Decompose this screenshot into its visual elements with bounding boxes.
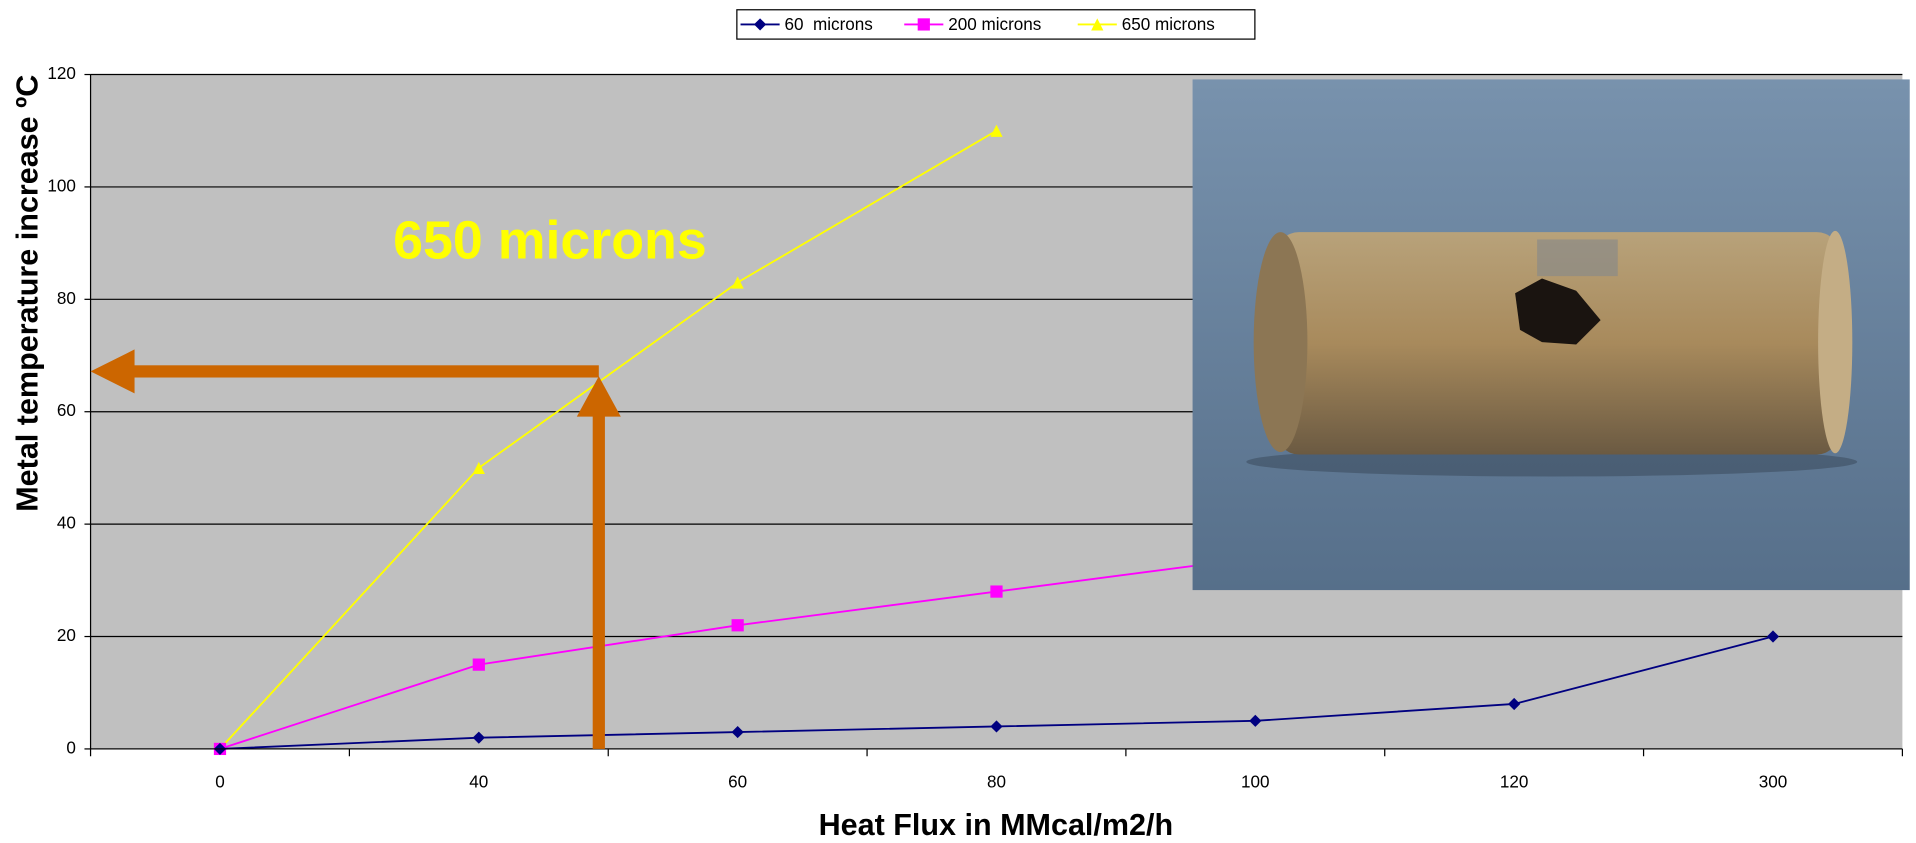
x-tick-label: 120 xyxy=(1500,773,1529,792)
arrows xyxy=(90,349,621,749)
marker xyxy=(731,276,744,289)
x-tick-label: 0 xyxy=(215,773,225,792)
marker xyxy=(472,658,485,671)
marker xyxy=(1249,714,1262,727)
marker xyxy=(917,18,930,31)
y-tick-label: 20 xyxy=(57,626,76,645)
y-tick-label: 100 xyxy=(47,176,76,195)
x-tick-label: 80 xyxy=(987,773,1006,792)
marker xyxy=(731,725,744,739)
series-line xyxy=(219,129,997,750)
x-tick-label: 60 xyxy=(728,773,747,792)
x-tick-label: 40 xyxy=(469,773,488,792)
x-tick-label: 100 xyxy=(1241,773,1270,792)
photo xyxy=(1192,79,1910,591)
legend-label: 200 microns xyxy=(948,15,1041,34)
x-tick-label: 300 xyxy=(1759,773,1788,792)
legend-label: 650 microns xyxy=(1122,15,1215,34)
marker xyxy=(1091,18,1104,31)
marker xyxy=(472,731,485,744)
y-axis-title: Metal temperature increase ºC xyxy=(11,75,45,512)
marker xyxy=(1508,697,1521,711)
y-tick-label: 60 xyxy=(57,401,76,420)
marker xyxy=(731,619,744,632)
y-tick-label: 120 xyxy=(47,64,76,83)
annotation: 650 microns xyxy=(393,211,707,271)
marker xyxy=(1766,630,1780,643)
y-tick-label: 80 xyxy=(57,289,76,308)
marker xyxy=(990,124,1003,137)
marker xyxy=(990,585,1003,598)
y-tick-label: 0 xyxy=(66,738,76,757)
y-tick-label: 40 xyxy=(57,514,76,533)
marker xyxy=(472,461,485,475)
legend xyxy=(736,9,1256,40)
marker xyxy=(753,18,767,31)
x-axis-title: Heat Flux in MMcal/m2/h xyxy=(819,808,1174,842)
legend-label: 60 microns xyxy=(785,15,873,34)
